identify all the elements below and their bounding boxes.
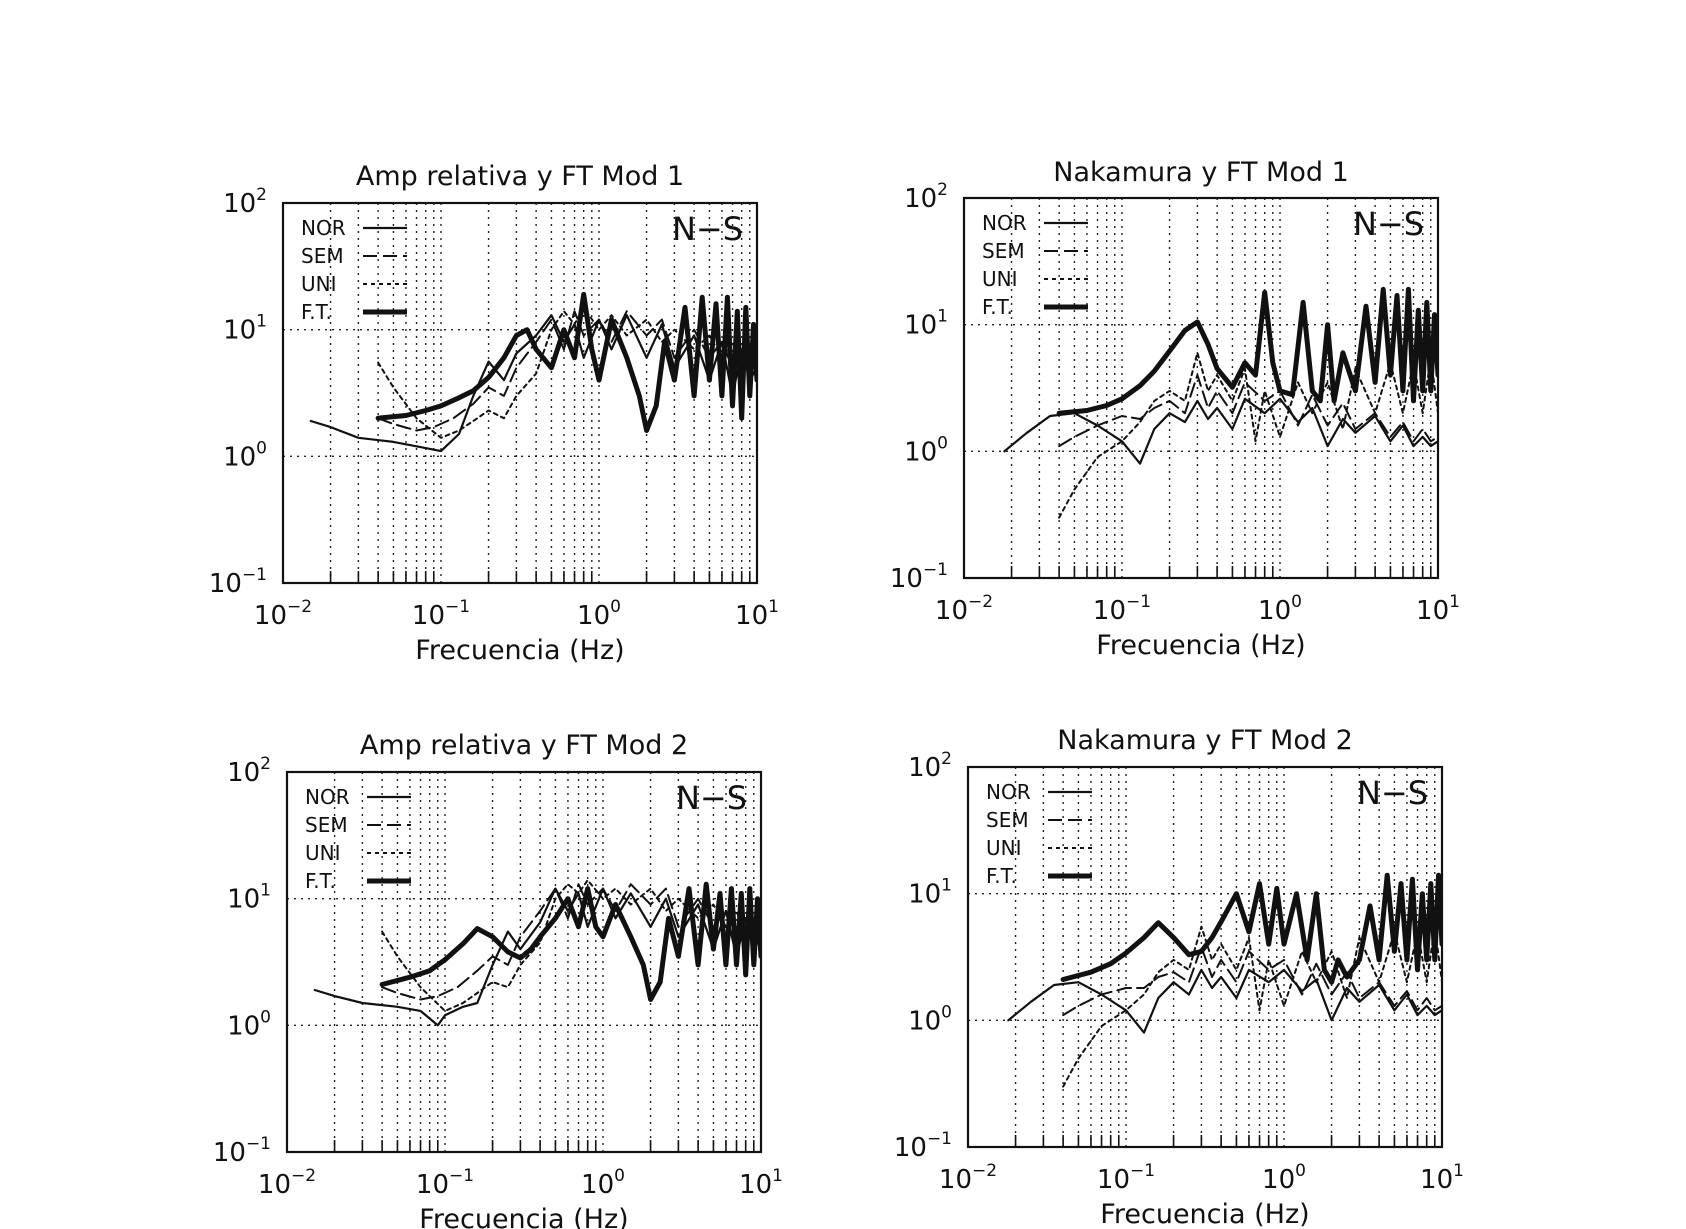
x-tick-label: 10−2 xyxy=(254,597,312,631)
x-axis-label: Frecuencia (Hz) xyxy=(1096,630,1305,661)
series-group xyxy=(1007,872,1442,1088)
chart-title: Amp relativa y FT Mod 2 xyxy=(360,730,688,761)
component-annotation: N−S xyxy=(1353,205,1424,243)
series-line-sem xyxy=(1058,374,1438,448)
legend-label: F.T. xyxy=(982,295,1013,319)
x-tick-label: 100 xyxy=(577,597,621,631)
y-tick-label: 10−1 xyxy=(890,560,948,594)
y-tick-label: 100 xyxy=(227,1007,271,1041)
x-tick-label: 10−1 xyxy=(1097,1161,1155,1195)
y-tick-label: 101 xyxy=(223,312,267,346)
legend-label: UNI xyxy=(982,267,1018,291)
legend: NOR SEM UNI F.T. xyxy=(301,216,407,324)
y-tick-label: 100 xyxy=(223,438,267,472)
x-tick-label: 101 xyxy=(1416,592,1460,626)
legend-label: SEM xyxy=(301,244,344,268)
series-group xyxy=(313,879,761,1027)
component-annotation: N−S xyxy=(676,779,747,817)
x-tick-label: 10−1 xyxy=(1093,592,1151,626)
x-tick-label: 101 xyxy=(735,597,779,631)
chart-title: Nakamura y FT Mod 2 xyxy=(1057,725,1353,756)
series-line-uni xyxy=(1062,925,1442,1088)
series-line-ft xyxy=(1056,286,1438,416)
y-tick-label: 100 xyxy=(908,1002,952,1036)
grid xyxy=(964,198,1438,578)
legend: NOR SEM UNI F.T. xyxy=(982,211,1088,319)
series-line-nor xyxy=(1003,397,1438,465)
y-tick-label: 102 xyxy=(223,185,267,219)
series-line-uni xyxy=(1058,351,1438,519)
chart-panel-1: Amp relativa y FT Mod 1 Frecuencia (Hz) 10… xyxy=(209,161,779,666)
x-axis-label: Frecuencia (Hz) xyxy=(415,635,624,666)
series-line-ft xyxy=(375,291,757,433)
y-tick-label: 101 xyxy=(908,876,952,910)
y-tick-label: 10−1 xyxy=(894,1129,952,1163)
legend-label: F.T. xyxy=(301,300,332,324)
legend-label: UNI xyxy=(301,272,337,296)
series-line-nor xyxy=(1007,968,1442,1034)
legend-label: UNI xyxy=(986,836,1022,860)
y-tick-label: 100 xyxy=(904,433,948,467)
plot-frame xyxy=(285,770,763,1154)
legend-label: NOR xyxy=(982,211,1027,235)
chart-title: Amp relativa y FT Mod 1 xyxy=(356,161,684,192)
legend-label: F.T. xyxy=(305,869,336,893)
y-tick-label: 10−1 xyxy=(209,565,267,599)
series-group xyxy=(309,291,757,453)
legend-label: SEM xyxy=(305,813,348,837)
legend: NOR SEM UNI F.T. xyxy=(986,780,1092,888)
component-annotation: N−S xyxy=(1357,774,1428,812)
series-line-ft xyxy=(1060,872,1442,985)
y-tick-label: 102 xyxy=(904,180,948,214)
plot-frame xyxy=(281,201,759,585)
x-tick-label: 10−1 xyxy=(416,1166,474,1200)
x-tick-label: 10−2 xyxy=(258,1166,316,1200)
x-tick-label: 100 xyxy=(1258,592,1302,626)
y-tick-label: 101 xyxy=(227,881,271,915)
legend-label: NOR xyxy=(301,216,346,240)
legend: NOR SEM UNI F.T. xyxy=(305,785,411,893)
y-tick-label: 102 xyxy=(908,749,952,783)
legend-label: F.T. xyxy=(986,864,1017,888)
grid xyxy=(283,203,757,583)
y-tick-label: 102 xyxy=(227,754,271,788)
series-line-ft xyxy=(379,881,761,1002)
x-axis-label: Frecuencia (Hz) xyxy=(419,1204,628,1229)
series-group xyxy=(1003,286,1438,519)
x-tick-label: 100 xyxy=(581,1166,625,1200)
y-tick-label: 10−1 xyxy=(213,1134,271,1168)
plot-frame xyxy=(966,765,1444,1149)
series-line-nor xyxy=(313,887,761,1027)
x-tick-label: 10−2 xyxy=(939,1161,997,1195)
x-tick-label: 101 xyxy=(1420,1161,1464,1195)
legend-label: SEM xyxy=(986,808,1029,832)
x-tick-label: 100 xyxy=(1262,1161,1306,1195)
legend-label: NOR xyxy=(305,785,350,809)
legend-label: UNI xyxy=(305,841,341,865)
x-tick-label: 10−2 xyxy=(935,592,993,626)
chart-panel-3: Amp relativa y FT Mod 2 Frecuencia (Hz) 10… xyxy=(213,730,783,1229)
grid xyxy=(968,767,1442,1147)
legend-label: SEM xyxy=(982,239,1025,263)
y-tick-label: 101 xyxy=(904,307,948,341)
x-axis-label: Frecuencia (Hz) xyxy=(1100,1199,1309,1229)
series-line-sem xyxy=(1062,945,1442,1017)
x-tick-label: 10−1 xyxy=(412,597,470,631)
plot-frame xyxy=(962,196,1440,580)
x-tick-label: 101 xyxy=(739,1166,783,1200)
component-annotation: N−S xyxy=(672,210,743,248)
legend-label: NOR xyxy=(986,780,1031,804)
chart-title: Nakamura y FT Mod 1 xyxy=(1053,157,1349,188)
